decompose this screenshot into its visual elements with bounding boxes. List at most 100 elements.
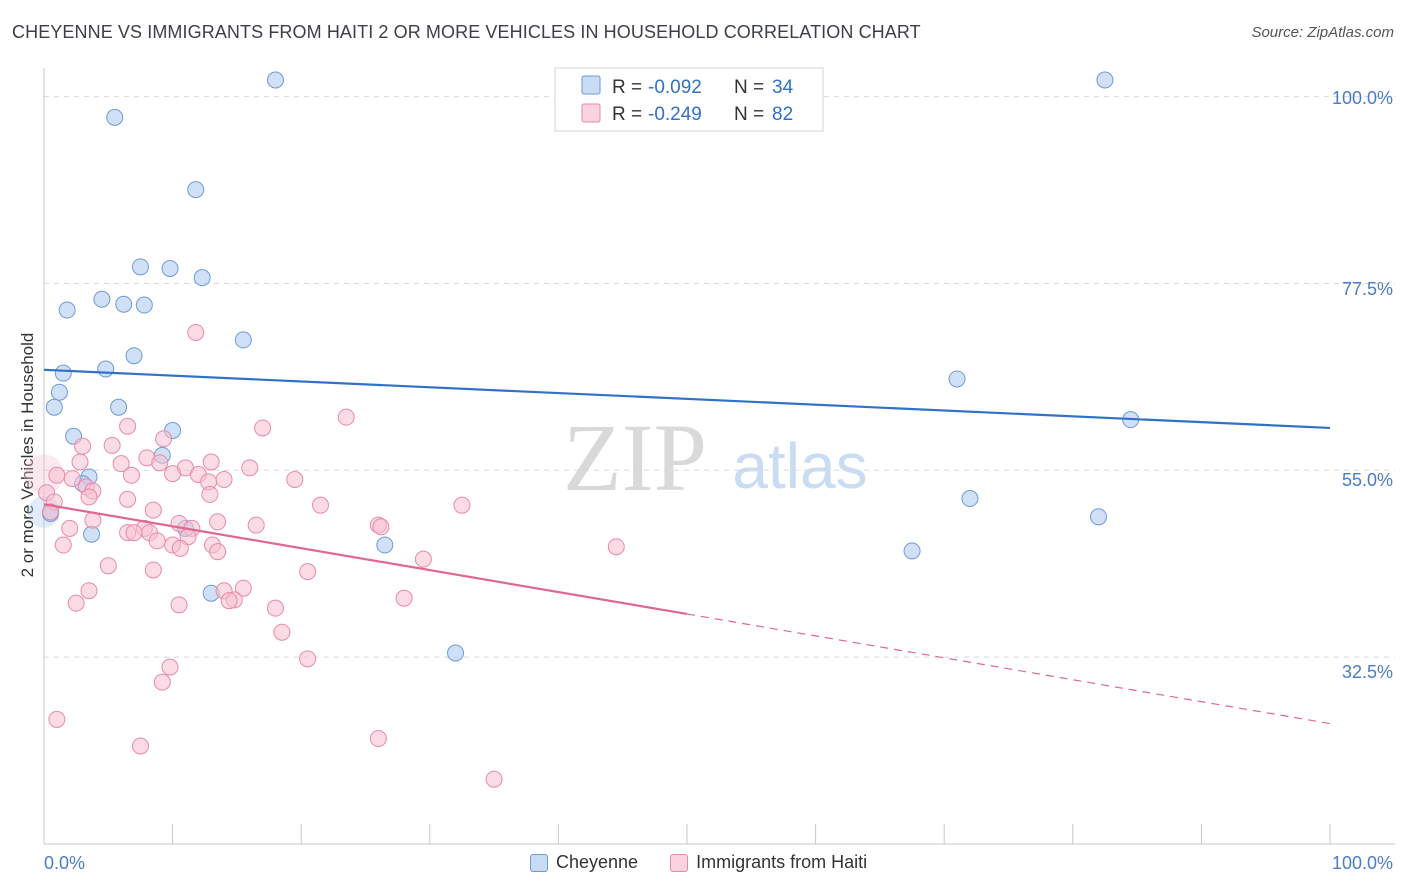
point-haiti-10 <box>112 455 130 473</box>
y-tick-label-55: 55.0% <box>1342 470 1393 490</box>
legend-bottom-swatch-cheyenne <box>530 853 548 872</box>
point-haiti-57 <box>80 582 98 600</box>
point-haiti-43 <box>125 524 143 542</box>
point-haiti-26 <box>80 488 98 506</box>
axes <box>43 68 1395 845</box>
legend-r-value-2: -0.249 <box>648 104 702 125</box>
point-cheyenne-30 <box>376 536 394 554</box>
point-haiti-13 <box>241 459 259 477</box>
chart-source: Source: ZipAtlas.com <box>1251 24 1394 41</box>
point-haiti-56 <box>299 563 317 581</box>
point-cheyenne-5 <box>161 260 179 278</box>
point-haiti-21 <box>286 470 304 488</box>
point-cheyenne-27 <box>1090 508 1108 526</box>
point-haiti-44 <box>372 518 390 536</box>
point-cheyenne-31 <box>903 542 921 560</box>
point-haiti-11 <box>151 454 169 472</box>
legend-top: R = -0.092 N = 34 R = -0.249 N = 82 <box>554 67 824 132</box>
gridlines <box>44 96 1395 658</box>
point-haiti-62 <box>67 594 85 612</box>
point-haiti-17 <box>63 470 81 488</box>
point-haiti-68 <box>161 658 179 676</box>
point-cheyenne-17 <box>45 398 63 416</box>
point-cheyenne-18 <box>110 398 128 416</box>
point-haiti-53 <box>414 550 432 568</box>
point-cheyenne-2 <box>106 108 124 126</box>
point-cheyenne-0 <box>266 71 284 89</box>
y-tick-label-77: 77.5% <box>1342 279 1393 299</box>
legend-n-label-2: N = <box>734 104 764 125</box>
point-cheyenne-8 <box>115 295 133 313</box>
point-haiti-39 <box>61 519 79 537</box>
point-haiti-52 <box>607 538 625 556</box>
legend-swatch-haiti <box>581 103 601 123</box>
point-haiti-47 <box>54 536 72 554</box>
point-haiti-4 <box>155 430 173 448</box>
trend-line-haiti-1 <box>43 503 688 616</box>
point-haiti-71 <box>369 730 387 748</box>
point-haiti-64 <box>395 589 413 607</box>
legend-item-haiti: Immigrants from Haiti <box>670 852 867 873</box>
point-haiti-59 <box>234 579 252 597</box>
point-haiti-16 <box>122 466 140 484</box>
point-cheyenne-4 <box>131 258 149 276</box>
trend-line-haiti-2 <box>686 613 1331 725</box>
trend-line-cheyenne-0 <box>43 368 1331 430</box>
point-cheyenne-16 <box>50 383 68 401</box>
legend-r-value-1: -0.092 <box>648 77 702 98</box>
point-haiti-8 <box>71 453 89 471</box>
legend-bottom-label-cheyenne: Cheyenne <box>556 852 639 872</box>
point-cheyenne-10 <box>135 296 153 314</box>
point-cheyenne-1 <box>1096 71 1114 89</box>
x-tick-label-max: 100.0% <box>1332 853 1393 873</box>
point-haiti-28 <box>119 490 137 508</box>
point-haiti-32 <box>41 503 59 521</box>
legend-r-label-2: R = <box>612 104 642 125</box>
y-tick-label-100: 100.0% <box>1332 88 1393 108</box>
point-haiti-35 <box>247 516 265 534</box>
cluster-bubble-haiti <box>24 454 64 495</box>
point-haiti-30 <box>453 496 471 514</box>
point-haiti-3 <box>119 417 137 435</box>
legend-swatch-cheyenne <box>581 75 601 95</box>
point-cheyenne-3 <box>187 181 205 199</box>
tick-labels: 0.0% 100.0% 100.0% 77.5% 55.0% 32.5% <box>44 88 1393 873</box>
point-cheyenne-11 <box>234 331 252 349</box>
point-haiti-20 <box>215 470 233 488</box>
point-haiti-5 <box>74 437 92 455</box>
point-haiti-46 <box>148 532 166 550</box>
point-haiti-51 <box>209 543 227 561</box>
legend-bottom-swatch-haiti <box>670 853 689 872</box>
point-haiti-0 <box>187 323 205 341</box>
point-cheyenne-13 <box>97 360 115 378</box>
point-haiti-72 <box>131 737 149 755</box>
legend-n-label-1: N = <box>734 77 764 98</box>
y-tick-label-32: 32.5% <box>1342 662 1393 682</box>
point-haiti-15 <box>164 465 182 483</box>
point-haiti-70 <box>48 710 66 728</box>
point-haiti-2 <box>254 419 272 437</box>
point-haiti-9 <box>202 453 220 471</box>
point-cheyenne-6 <box>193 269 211 287</box>
point-haiti-54 <box>99 557 117 575</box>
point-haiti-34 <box>209 513 227 531</box>
point-haiti-63 <box>170 596 188 614</box>
point-haiti-69 <box>153 673 171 691</box>
point-cheyenne-12 <box>125 347 143 365</box>
point-haiti-66 <box>273 623 291 641</box>
watermark-zip: ZIP <box>563 404 707 511</box>
legend-bottom-label-haiti: Immigrants from Haiti <box>696 852 868 872</box>
point-haiti-6 <box>103 436 121 454</box>
legend-n-value-2: 82 <box>772 104 793 125</box>
data-points <box>24 71 1140 788</box>
watermark: ZIP atlas <box>563 404 868 511</box>
legend-bottom: Cheyenne Immigrants from Haiti <box>530 852 899 873</box>
point-haiti-67 <box>299 650 317 668</box>
point-haiti-31 <box>144 501 162 519</box>
chart-title: CHEYENNE VS IMMIGRANTS FROM HAITI 2 OR M… <box>12 22 921 42</box>
legend-r-label-1: R = <box>612 77 642 98</box>
point-cheyenne-33 <box>447 644 465 662</box>
point-cheyenne-15 <box>948 370 966 388</box>
point-haiti-14 <box>48 466 66 484</box>
point-cheyenne-25 <box>961 490 979 508</box>
